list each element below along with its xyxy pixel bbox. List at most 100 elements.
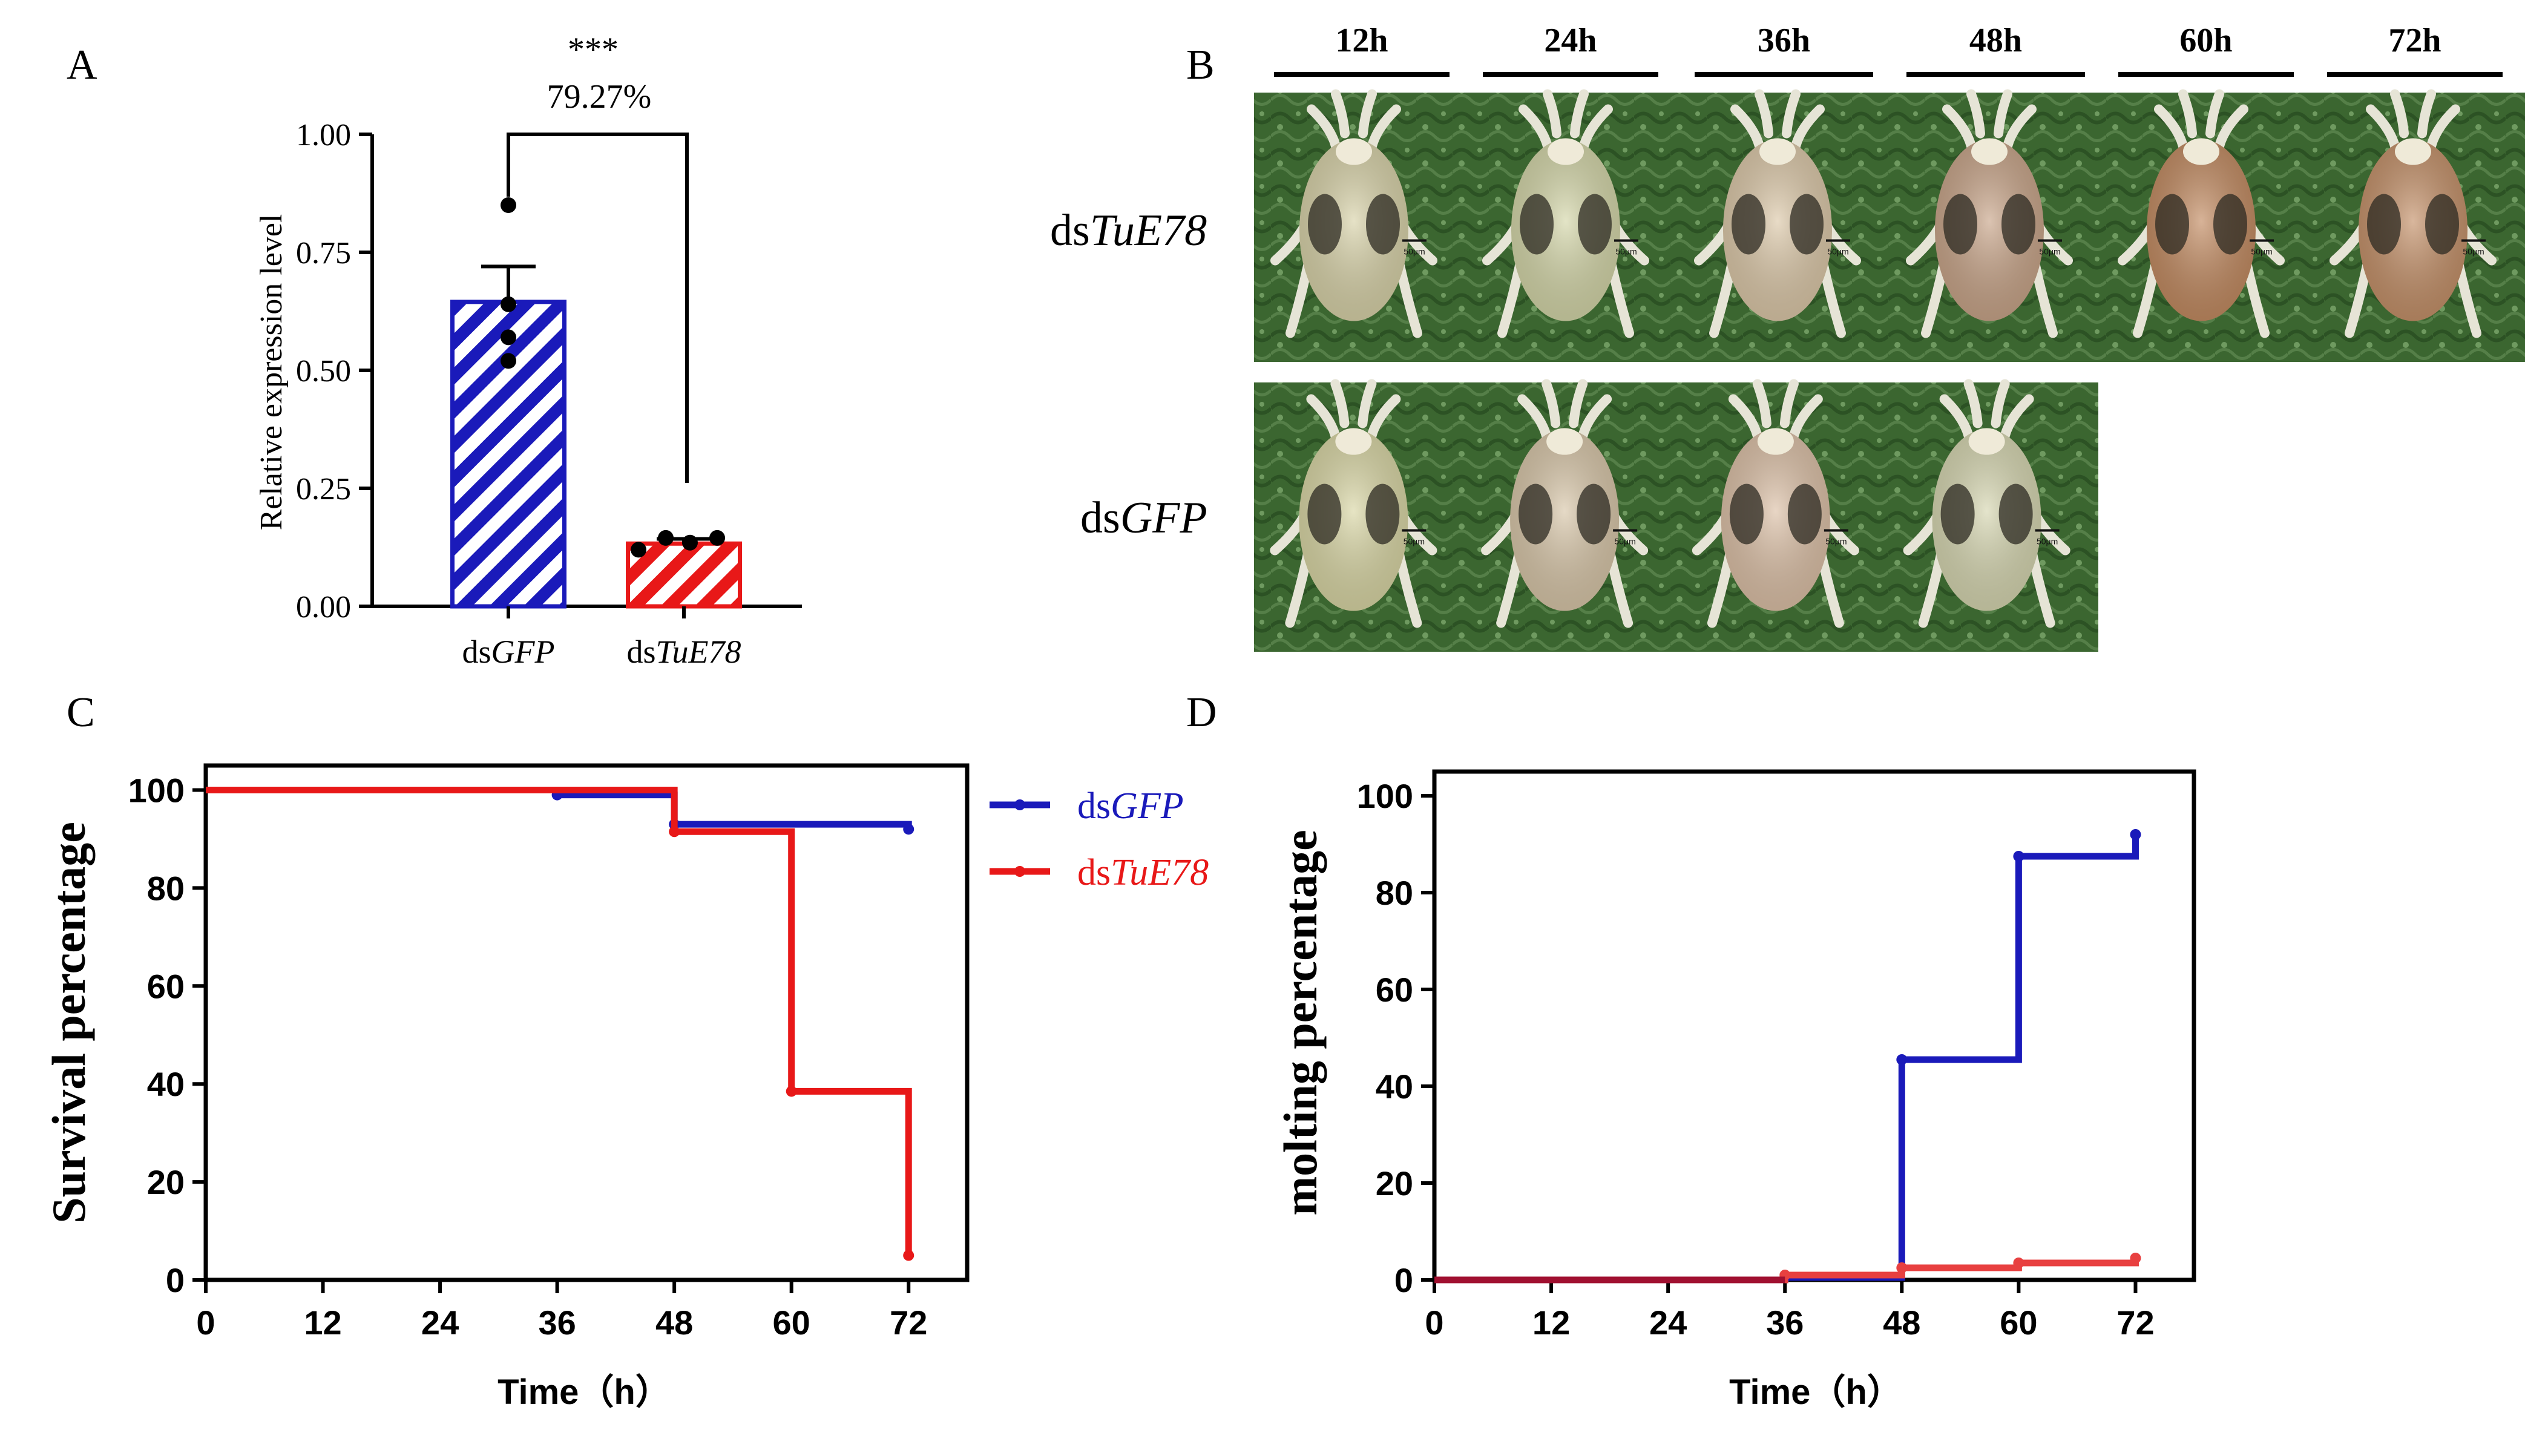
mite-body-shade (2359, 139, 2468, 321)
mite-spot (2213, 194, 2247, 255)
panel-c-legend-label: dsGFP (1077, 785, 1184, 827)
mite-leg (2178, 89, 2197, 139)
panel-d-x-tick-label: 0 (1425, 1304, 1443, 1342)
mite-spot (1790, 194, 1824, 255)
mite-spot (2155, 194, 2189, 255)
mite-leg (1755, 89, 1773, 139)
panel-a-knockdown-percentage: 79.27% (547, 78, 652, 116)
panel-b-strip-top-mite (2118, 89, 2285, 338)
mite-body-shade (1511, 139, 1620, 321)
mite-body-shade (1935, 139, 2044, 321)
mite-leg (1330, 379, 1350, 428)
panel-c-y-tick-label: 0 (166, 1261, 185, 1299)
panel-c-series-point (903, 824, 914, 835)
panel-c-frame (203, 763, 970, 1282)
panel-a-bar (450, 300, 566, 609)
panel-d-x-tick-label: 36 (1766, 1304, 1804, 1342)
mite-leg (1358, 89, 1377, 139)
mite-leg (1570, 89, 1589, 139)
panel-b-row-label-top-prefix: ds (1050, 206, 1090, 255)
mite-head (1968, 428, 2005, 455)
panel-d-x-tick-label: 24 (1649, 1304, 1687, 1342)
panel-d-molting-chart: molting percentage Time（h） 0 12 24 36 48 60 72… (1274, 769, 2196, 1412)
mite-head (1336, 138, 1372, 165)
mite-leg (1779, 379, 1799, 428)
panel-c-y-tick-label: 60 (147, 967, 185, 1005)
panel-b-strip-top-mite (1694, 89, 1861, 338)
mite-head (2183, 138, 2219, 165)
panel-a-significance-bracket (507, 133, 689, 483)
panel-b-strip-bottom-mite (1692, 379, 1859, 628)
panel-d-y-axis-label: molting percentage (1274, 830, 1327, 1216)
panel-c-x-tick-label: 24 (421, 1304, 459, 1342)
panel-c-x-tick-label: 72 (890, 1304, 927, 1342)
panel-c-x-tick-label: 36 (538, 1304, 576, 1342)
panel-d-x-tick-label: 72 (2116, 1304, 2154, 1342)
panel-d-y-tick-label: 0 (1394, 1261, 1413, 1299)
panel-d-series-line (1434, 835, 2139, 1284)
panel-b-time-label: 48h (1969, 22, 2022, 59)
panel-b-strip-top-scale-bar (2250, 239, 2274, 242)
panel-b-strip-bottom-scale-label: 50μm (1825, 537, 1847, 546)
panel-b-row-label-top-name: TuE78 (1090, 206, 1207, 255)
panel-label-b: B (1186, 42, 1215, 88)
mite-body-shade (1299, 429, 1408, 611)
panel-d-x-tick-label: 60 (2000, 1304, 2037, 1342)
mite-spot (1520, 194, 1554, 255)
panel-c-y-tick-label: 100 (128, 771, 185, 809)
panel-b-row-label-bottom-prefix: ds (1080, 493, 1120, 543)
panel-d-y-tick-label: 40 (1376, 1067, 1413, 1106)
panel-d-series-point (1896, 1054, 1908, 1065)
panel-label-a: A (67, 42, 97, 88)
mite-leg (1543, 89, 1561, 139)
mite-leg (1782, 89, 1801, 139)
panel-b-strip-top-scale-bar (1614, 239, 1638, 242)
panel-a-y-tick-label: 0.50 (296, 354, 351, 389)
mite-spot (1365, 484, 1400, 545)
mite-spot (1787, 484, 1822, 545)
panel-c-x-axis-label: Time（h） (497, 1372, 671, 1412)
panel-c-series-point (903, 1250, 914, 1261)
panel-label-d: D (1186, 689, 1217, 736)
panel-b-time-label: 24h (1544, 22, 1597, 59)
mite-leg (1542, 379, 1561, 428)
panel-a-data-point (501, 329, 516, 346)
mite-leg (1994, 89, 2012, 139)
panel-b-strip-top-mite (1482, 89, 1649, 338)
mite-spot (2001, 194, 2035, 255)
panel-c-x-tick-label: 60 (773, 1304, 810, 1342)
panel-b-strip-top-scale-bar (2461, 239, 2486, 242)
mite-body-shade (2147, 139, 2256, 321)
mite-head (1759, 138, 1796, 165)
panel-a-significance-stars: *** (568, 31, 619, 68)
panel-c-y-tick-label: 40 (147, 1065, 185, 1103)
panel-b-strip-bottom-mite (1481, 379, 1649, 628)
panel-a-y-tick-label: 1.00 (296, 118, 351, 152)
panel-a-x-tick-label-prefix: ds (626, 634, 655, 670)
mite-spot (1998, 484, 2033, 545)
panel-c-x-tick-label: 48 (655, 1304, 693, 1342)
panel-d-y-tick-label: 60 (1376, 971, 1413, 1009)
mite-leg (1569, 379, 1588, 428)
mite-head (1971, 138, 2008, 165)
panel-a-y-axis-label: Relative expression level (254, 214, 289, 531)
panel-b-strip-top-scale-label: 50μm (1827, 247, 1848, 257)
panel-b-row-label-top: dsTuE78 (1050, 206, 1207, 255)
mite-leg (1991, 379, 2010, 428)
panel-c-x-tick-label: 0 (196, 1304, 215, 1342)
panel-b-strip-bottom-mite (1903, 379, 2070, 628)
panel-c-legend-label-prefix: ds (1077, 852, 1111, 893)
mite-leg (2205, 89, 2224, 139)
mite-head (1335, 428, 1372, 455)
mite-body-shade (1723, 139, 1832, 321)
panel-d-series-point (2130, 829, 2141, 840)
panel-label-c: C (67, 689, 95, 736)
panel-d-y-tick-label: 100 (1357, 777, 1413, 815)
panel-b-row-label-bottom-name: GFP (1120, 493, 1207, 543)
panel-b-time-label: 12h (1335, 22, 1388, 59)
panel-c-legend-marker (1014, 866, 1025, 877)
panel-a-x-tick-label: dsTuE78 (626, 634, 741, 670)
panel-a-y-tick-label: 0.75 (296, 236, 351, 271)
